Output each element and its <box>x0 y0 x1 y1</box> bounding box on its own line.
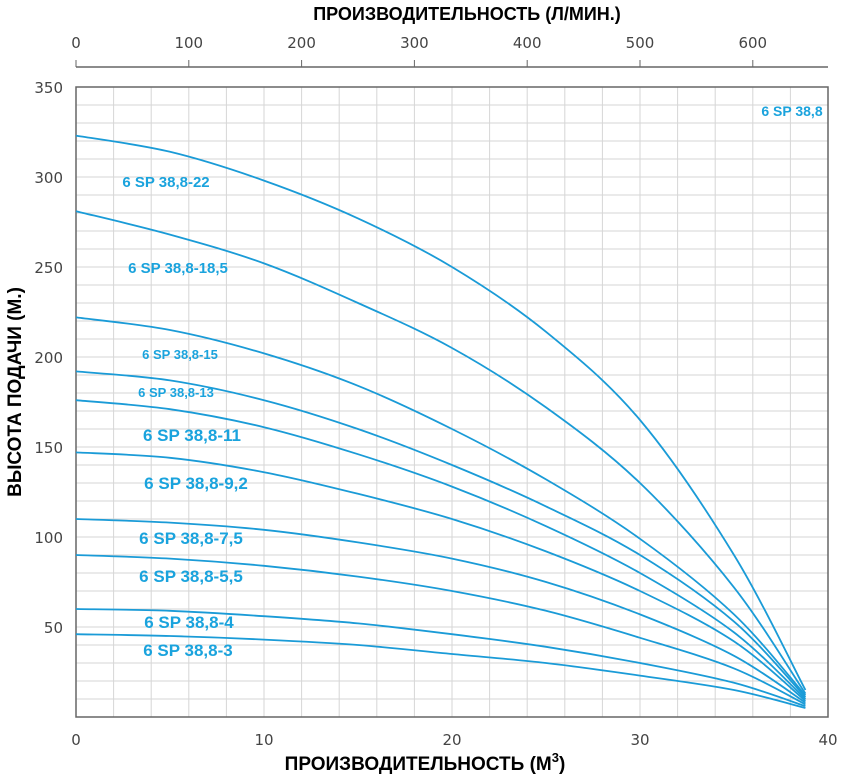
series-curve <box>75 210 807 695</box>
x2-tick-label: 500 <box>626 34 655 52</box>
series-label: 6 SP 38,8-22 <box>122 174 209 191</box>
x2-tick-label: 0 <box>71 34 81 52</box>
bottom-axis-title: ПРОИЗВОДИТЕЛЬНОСТЬ (М3) <box>285 750 566 775</box>
x2-tick-label: 600 <box>738 34 767 52</box>
corner-series-label: 6 SP 38,8 <box>761 103 822 119</box>
plot-frame <box>75 86 829 718</box>
x2-tick-label: 400 <box>513 34 542 52</box>
series-curve <box>75 451 807 702</box>
series-curve <box>75 518 806 704</box>
y-tick-label: 150 <box>34 439 63 457</box>
series-label: 6 SP 38,8-5,5 <box>139 567 243 586</box>
y-tick-labels: 50 100 150 200 250 300 350 <box>34 79 63 637</box>
series-label: 6 SP 38,8-13 <box>138 385 214 400</box>
x2-tick-labels: 0 100 200 300 400 500 600 <box>71 34 767 67</box>
series-label: 6 SP 38,8-11 <box>143 426 241 445</box>
x-tick-label: 0 <box>71 731 81 749</box>
series-label: 6 SP 38,8-7,5 <box>139 529 243 548</box>
grid <box>75 86 829 718</box>
x-axis-title-superscript: 3 <box>552 750 559 765</box>
series-curves <box>75 134 807 709</box>
series-curve <box>75 316 807 696</box>
y-tick-label: 50 <box>44 619 63 637</box>
series-curve <box>75 633 806 709</box>
y-axis-title: ВЫСОТА ПОДАЧИ (М.) <box>5 287 26 497</box>
series-curve <box>75 608 806 708</box>
y-tick-label: 350 <box>34 79 63 97</box>
x-tick-labels: 0 10 20 30 40 <box>71 731 837 749</box>
x2-tick-label: 200 <box>287 34 316 52</box>
y-tick-label: 300 <box>34 169 63 187</box>
x-axis-title-main: ПРОИЗВОДИТЕЛЬНОСТЬ (М <box>285 754 552 775</box>
series-label: 6 SP 38,8-15 <box>142 347 218 362</box>
x2-tick-label: 300 <box>400 34 429 52</box>
y-tick-label: 250 <box>34 259 63 277</box>
series-label: 6 SP 38,8-3 <box>143 641 232 660</box>
series-curve <box>75 399 807 700</box>
series-label: 6 SP 38,8-4 <box>144 613 234 632</box>
x-tick-label: 40 <box>818 731 837 749</box>
x2-tick-label: 100 <box>174 34 203 52</box>
series-label: 6 SP 38,8-18,5 <box>128 260 228 277</box>
x-tick-label: 10 <box>254 731 273 749</box>
x-tick-label: 30 <box>630 731 649 749</box>
x-tick-label: 20 <box>442 731 461 749</box>
series-labels: 6 SP 38,8-22 6 SP 38,8-18,5 6 SP 38,8-15 6 … <box>122 174 247 660</box>
y-tick-label: 100 <box>34 529 63 547</box>
series-curve <box>75 554 806 706</box>
x-axis-title-end: ) <box>559 754 565 775</box>
y-tick-label: 200 <box>34 349 63 367</box>
top-axis-title: ПРОИЗВОДИТЕЛЬНОСТЬ (Л/МИН.) <box>313 4 621 24</box>
series-label: 6 SP 38,8-9,2 <box>144 474 248 493</box>
series-curve <box>75 370 807 698</box>
series-curve <box>75 134 807 691</box>
